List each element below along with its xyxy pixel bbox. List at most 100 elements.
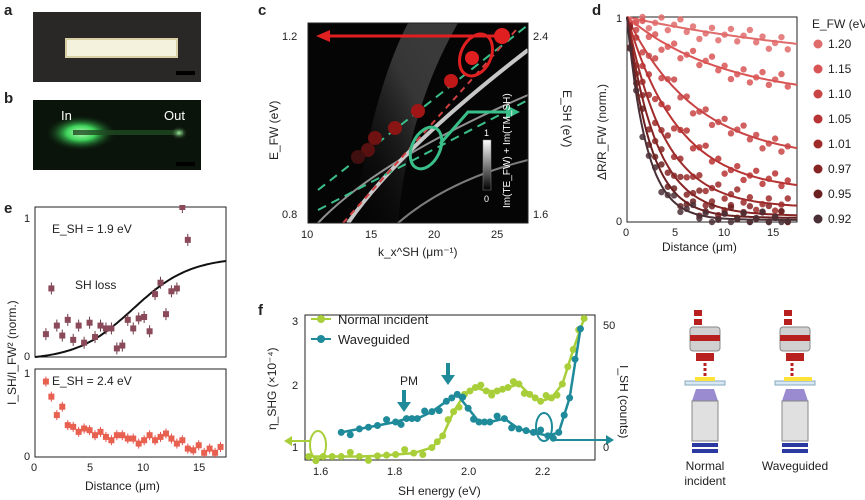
e-bot-point — [212, 449, 219, 456]
f-point — [392, 450, 400, 458]
d-point — [664, 43, 671, 50]
f-xlabel: SH energy (eV) — [398, 484, 481, 498]
f-point — [537, 397, 545, 405]
e-bot-point — [179, 437, 186, 444]
f-point — [346, 448, 354, 456]
d-point — [645, 71, 653, 78]
f-legend-waveguided: Waveguided — [338, 332, 410, 347]
d-point — [734, 162, 741, 170]
e-bot-point — [162, 430, 169, 437]
d-point — [689, 47, 697, 55]
f-point — [337, 428, 345, 436]
d-point — [658, 74, 665, 82]
f-point — [558, 380, 566, 388]
d-point — [771, 135, 779, 142]
d-point — [651, 95, 659, 103]
e-bot-point — [152, 437, 159, 444]
d-point — [753, 39, 760, 46]
d-point — [778, 148, 785, 155]
f-point — [383, 416, 391, 424]
e-top-point — [108, 325, 115, 332]
d-point — [753, 74, 760, 81]
d-point — [664, 104, 671, 112]
d-point — [683, 174, 690, 181]
f-point — [475, 418, 483, 426]
f-point — [564, 363, 572, 371]
d-point — [759, 33, 766, 40]
d-point — [765, 202, 773, 210]
d-point — [639, 49, 646, 56]
d-point — [683, 51, 690, 58]
e-bot-point — [201, 449, 208, 456]
f-x-tick-1: 1.6 — [313, 466, 328, 478]
f-point — [515, 425, 523, 433]
e-bot-point — [108, 437, 115, 444]
d-point — [702, 187, 709, 195]
f-point — [560, 411, 568, 419]
panel-label-b: b — [4, 90, 14, 107]
d-point — [734, 38, 741, 45]
c-yright-tick-2: 1.6 — [533, 209, 548, 221]
d-point — [727, 191, 735, 198]
d-point — [651, 119, 659, 127]
f-point — [355, 425, 363, 433]
f-point — [448, 394, 456, 402]
panel-a-micrograph — [33, 12, 201, 82]
e-top-point — [184, 236, 191, 243]
d-x-tick-1: 0 — [623, 227, 629, 239]
f-point — [401, 446, 409, 454]
f-point — [504, 384, 512, 391]
e-bot-point — [195, 442, 202, 449]
e-bot-point — [97, 428, 104, 435]
d-point — [664, 169, 671, 176]
d-point — [734, 216, 741, 223]
d-point — [670, 21, 678, 28]
d-point — [715, 155, 722, 162]
e-top-point — [97, 322, 104, 329]
e-top-point — [173, 285, 180, 292]
f-point — [435, 407, 443, 415]
f-point — [355, 453, 363, 461]
e-top-point — [124, 316, 131, 323]
f-point — [428, 408, 436, 416]
d-point — [759, 201, 766, 208]
d-point — [740, 176, 747, 184]
c-xlabel: k_x^SH (μm⁻¹) — [378, 245, 458, 259]
e-bot-point — [190, 447, 197, 454]
d-point — [696, 172, 703, 179]
e-bot-point — [59, 403, 66, 410]
c-yleft-tick-2: 0.8 — [282, 209, 297, 221]
f-point — [383, 451, 391, 459]
panel-e-sh-chart: E_SH = 1.9 eV E_SH = 2.4 eV SH loss 1 0 … — [5, 205, 227, 493]
d-legend-marker — [813, 114, 823, 124]
d-point — [746, 26, 754, 34]
f-point — [555, 428, 563, 436]
f-point — [408, 415, 416, 423]
d-point — [721, 210, 728, 217]
f-point — [419, 450, 427, 458]
d-point — [771, 76, 779, 83]
d-point — [639, 92, 646, 99]
e-bot-point — [102, 433, 109, 440]
e-xlabel: Distance (μm) — [85, 479, 160, 493]
d-point — [670, 125, 678, 132]
f-point — [529, 428, 537, 436]
d-point — [670, 40, 678, 47]
d-point — [639, 105, 646, 112]
d-point — [721, 115, 728, 123]
e-bot-point — [135, 440, 142, 447]
f-point — [305, 453, 313, 461]
d-point — [778, 201, 785, 208]
d-point — [651, 137, 659, 145]
d-point — [633, 26, 640, 34]
d-point — [765, 218, 773, 226]
d-point — [778, 70, 785, 78]
e-bot-point — [75, 428, 82, 435]
c-ylabel-left: E_FW (eV) — [267, 101, 281, 160]
f-point — [542, 391, 550, 399]
e-bot-point — [81, 425, 88, 432]
d-point — [784, 46, 791, 53]
c-x-tick-4: 25 — [491, 229, 503, 241]
d-point — [784, 177, 791, 184]
d-point — [784, 195, 791, 202]
